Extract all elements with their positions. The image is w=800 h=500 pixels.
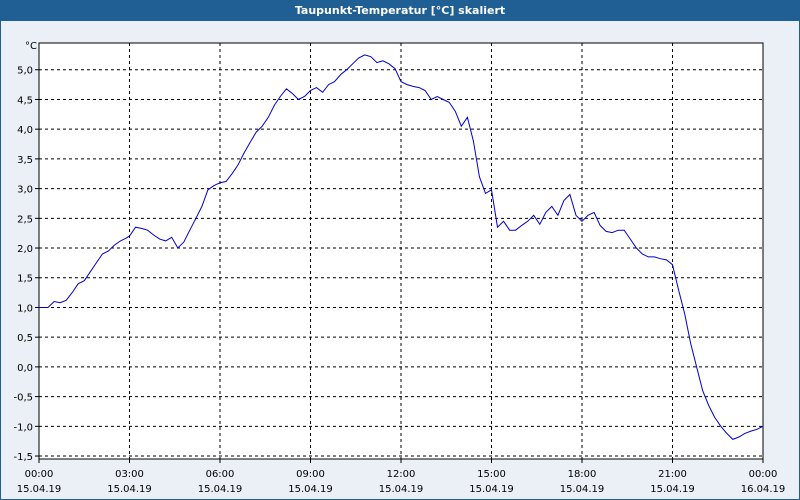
y-tick-label: 5,0 bbox=[17, 66, 33, 77]
x-tick-date-label: 15.04.19 bbox=[560, 484, 605, 495]
x-tick-date-label: 15.04.19 bbox=[469, 484, 514, 495]
x-tick-labels: 00:00 15.04.19 03:00 15.04.19 06:00 15.04.19 0… bbox=[17, 459, 786, 495]
x-tick-time-label: 00:00 bbox=[749, 469, 778, 480]
x-tick-time-label: 00:00 bbox=[25, 469, 54, 480]
x-tick-date-label: 15.04.19 bbox=[17, 484, 62, 495]
y-tick-label: 3,5 bbox=[17, 155, 33, 166]
x-tick-date-label: 15.04.19 bbox=[650, 484, 695, 495]
y-tick-label: 4,5 bbox=[17, 95, 33, 106]
x-tick-date-label: 15.04.19 bbox=[107, 484, 152, 495]
x-tick-time-label: 09:00 bbox=[296, 469, 325, 480]
y-tick-label: 0,0 bbox=[17, 363, 33, 374]
y-tick-label: -1,5 bbox=[13, 452, 33, 463]
x-tick-date-label: 16.04.19 bbox=[741, 484, 786, 495]
chart-svg: 5,0 4,5 4,0 3,5 3,0 2,5 2,0 1,5 1,0 0,5 0,0 -0,5 -1,… bbox=[13, 41, 786, 495]
grid-lines bbox=[39, 43, 763, 459]
x-tick-time-label: 15:00 bbox=[477, 469, 506, 480]
y-tick-label: 3,0 bbox=[17, 185, 33, 196]
y-tick-label: 1,0 bbox=[17, 303, 33, 314]
x-tick-time-label: 06:00 bbox=[206, 469, 235, 480]
x-tick-date-label: 15.04.19 bbox=[288, 484, 333, 495]
plot-area bbox=[38, 42, 764, 460]
y-tick-label: 1,5 bbox=[17, 274, 33, 285]
x-tick-date-label: 15.04.19 bbox=[198, 484, 243, 495]
chart-title: Taupunkt-Temperatur [°C] skaliert bbox=[1, 1, 799, 21]
y-tick-label: 4,0 bbox=[17, 125, 33, 136]
x-tick-time-label: 21:00 bbox=[658, 469, 687, 480]
y-tick-label: 0,5 bbox=[17, 333, 33, 344]
x-tick-time-label: 03:00 bbox=[115, 469, 144, 480]
x-tick-time-label: 18:00 bbox=[568, 469, 597, 480]
y-tick-label: -1,0 bbox=[13, 422, 33, 433]
x-tick-time-label: 12:00 bbox=[387, 469, 416, 480]
y-tick-label: 2,0 bbox=[17, 244, 33, 255]
y-tick-label: -0,5 bbox=[13, 393, 33, 404]
y-axis-unit-label: °C bbox=[25, 41, 37, 52]
series-line bbox=[39, 54, 764, 440]
y-tick-labels: 5,0 4,5 4,0 3,5 3,0 2,5 2,0 1,5 1,0 0,5 0,0 -0,5 -1,… bbox=[13, 66, 39, 463]
y-tick-label: 2,5 bbox=[17, 214, 33, 225]
x-tick-date-label: 15.04.19 bbox=[379, 484, 424, 495]
